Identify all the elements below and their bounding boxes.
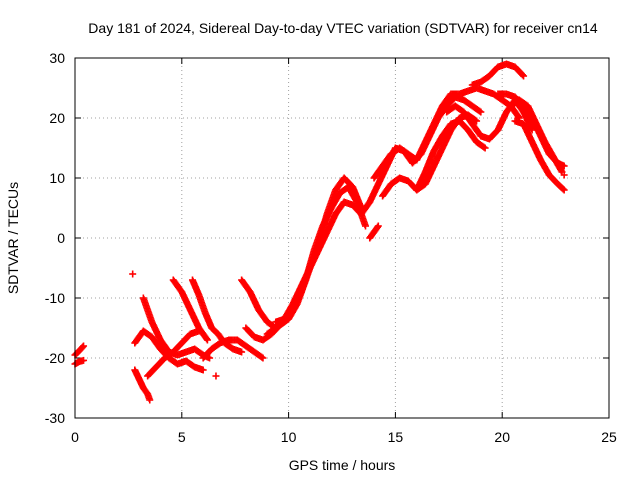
data-point (477, 108, 485, 116)
y-tick-label: 20 (49, 110, 65, 126)
y-tick-label: 10 (49, 170, 65, 186)
series-arc-e (131, 366, 154, 404)
series-arc-g (169, 276, 211, 344)
data-point (80, 342, 88, 350)
data-point (199, 366, 207, 374)
y-tick-label: -10 (45, 290, 65, 306)
series-arc-p (370, 84, 523, 182)
series-arc-f (144, 327, 203, 380)
data-point (146, 396, 154, 404)
data-point (481, 144, 489, 152)
series-arc-h (188, 276, 246, 356)
y-tick-labels: -30 -20 -10 0 10 20 30 (45, 50, 65, 426)
data-point (518, 71, 526, 79)
x-tick-label: 0 (71, 429, 79, 445)
data-point (203, 336, 211, 344)
plot-frame (74, 57, 610, 419)
series-arc-t (468, 60, 528, 89)
y-tick-label: 0 (57, 230, 65, 246)
data-point (520, 72, 528, 80)
series-arc-d (131, 327, 207, 374)
x-tick-label: 10 (281, 429, 297, 445)
y-tick-label: -20 (45, 350, 65, 366)
data-point (129, 270, 137, 278)
data-point (528, 126, 536, 134)
data-point (560, 171, 568, 179)
data-point (258, 353, 266, 361)
data-point (480, 143, 488, 151)
data-point (80, 356, 88, 364)
data-point (560, 186, 568, 194)
data-points (71, 60, 568, 404)
series-arc-n (366, 222, 382, 242)
data-point (361, 222, 369, 230)
x-tick-label: 5 (178, 429, 186, 445)
x-tick-labels: 0 5 10 15 20 25 (71, 429, 617, 445)
series-isolated (129, 171, 568, 380)
y-axis-label: SDTVAR / TECUs (5, 182, 21, 294)
chart-title: Day 181 of 2024, Sidereal Day-to-day VTE… (88, 20, 598, 36)
data-point (259, 354, 267, 362)
data-point (79, 343, 87, 351)
y-tick-label: 30 (49, 50, 65, 66)
data-point (559, 185, 567, 193)
y-tick-label: -30 (45, 410, 65, 426)
data-point (476, 107, 484, 115)
series-arc-m (272, 198, 365, 326)
data-point (206, 354, 214, 362)
x-tick-label: 20 (494, 429, 510, 445)
x-axis-label: GPS time / hours (289, 457, 396, 473)
series-arc-r (413, 117, 489, 194)
data-point (373, 223, 381, 231)
data-point (212, 372, 220, 380)
data-point (203, 335, 211, 343)
series-arc-w (511, 117, 568, 194)
data-point (473, 117, 481, 125)
x-tick-label: 25 (601, 429, 617, 445)
x-tick-label: 15 (388, 429, 404, 445)
data-point (238, 348, 246, 356)
data-point (374, 222, 382, 230)
series-arc-i (199, 336, 267, 362)
series-arc-a (71, 342, 88, 359)
